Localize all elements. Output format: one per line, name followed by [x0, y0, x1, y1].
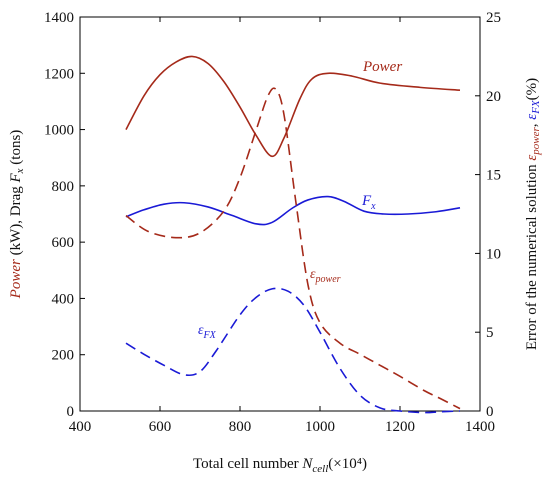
y-right-tick-label: 25	[486, 10, 501, 26]
x-axis-title-var: N	[301, 456, 313, 472]
label-drag-fx: Fx	[361, 193, 376, 212]
y-axis-right-title-text: Error of the numerical solution	[524, 161, 540, 351]
y-left-tick-label: 600	[52, 235, 75, 251]
label-eps-fx: εFX	[198, 323, 217, 341]
y-axis-left-title-units: (kW), Drag	[8, 183, 24, 260]
y-axis-right-title-comma: ,	[524, 120, 540, 128]
series-drag-fx-line	[125, 195, 461, 226]
y-right-tick-label: 20	[486, 89, 501, 105]
y-right-tick-label: 15	[486, 168, 501, 184]
y-axis-right-title: Error of the numerical solution εpower, …	[524, 78, 542, 350]
x-tick-label: 1200	[385, 419, 415, 435]
y-left-tick-label: 0	[67, 404, 75, 420]
y-axis-left-title-f: F	[8, 173, 24, 184]
series-power-line	[125, 55, 461, 158]
y-left-tick-label: 400	[52, 291, 75, 307]
series-layer	[125, 55, 461, 414]
y-left-tick-label: 1400	[44, 10, 74, 26]
y-left-tick-label: 800	[52, 179, 75, 195]
series-eps-power-line	[125, 87, 461, 410]
x-axis-title-sub: cell	[312, 463, 328, 475]
label-eps-fx-main: ε	[198, 323, 204, 338]
y-left-tick-label: 1200	[44, 66, 74, 82]
label-drag-fx-main: F	[361, 193, 372, 209]
y-left-tick-label: 1000	[44, 123, 74, 139]
label-eps-power-sub: power	[315, 274, 341, 285]
y-axis-right-title-pct: (%)	[524, 78, 540, 101]
x-tick-label: 400	[69, 419, 92, 435]
label-eps-fx-sub: FX	[203, 330, 217, 341]
label-power-main: Power	[362, 59, 402, 75]
label-drag-fx-sub: x	[370, 201, 376, 212]
y-right-tick-label: 5	[486, 325, 494, 341]
x-axis-title-prefix: Total cell number	[193, 456, 302, 472]
x-tick-label: 800	[229, 419, 252, 435]
y-axis-left-title: Power (kW), Drag Fx (tons)	[8, 130, 26, 300]
x-tick-label: 1400	[465, 419, 495, 435]
x-axis-title-suffix: (×10⁴)	[328, 456, 367, 472]
ticks-layer: 400 600 800 1000 1200 14000200400600800100012…	[44, 10, 501, 435]
plot-frame	[79, 16, 481, 412]
y-right-tick-label: 10	[486, 246, 501, 262]
y-axis-left-title-power: Power	[8, 259, 24, 299]
x-tick-label: 1000	[305, 419, 335, 435]
y-axis-right-title-eps-fx: ε	[524, 114, 540, 120]
label-power: Power	[362, 59, 402, 75]
label-eps-power: εpower	[310, 267, 341, 285]
y-axis-right-title-eps-fx-sub: FX	[530, 99, 542, 115]
series-eps-fx-line	[125, 287, 461, 414]
y-axis-right-title-eps-power-sub: power	[530, 126, 542, 155]
y-axis-left-title-fsub: x	[14, 168, 26, 174]
y-axis-left-title-tons: (tons)	[8, 130, 24, 169]
y-left-tick-label: 200	[52, 348, 75, 364]
label-eps-power-main: ε	[310, 267, 316, 282]
x-axis-title: Total cell number Ncell(×10⁴)	[193, 456, 367, 475]
y-right-tick-label: 0	[486, 404, 494, 420]
y-axis-right-title-eps-power: ε	[524, 155, 540, 161]
x-tick-label: 600	[149, 419, 172, 435]
